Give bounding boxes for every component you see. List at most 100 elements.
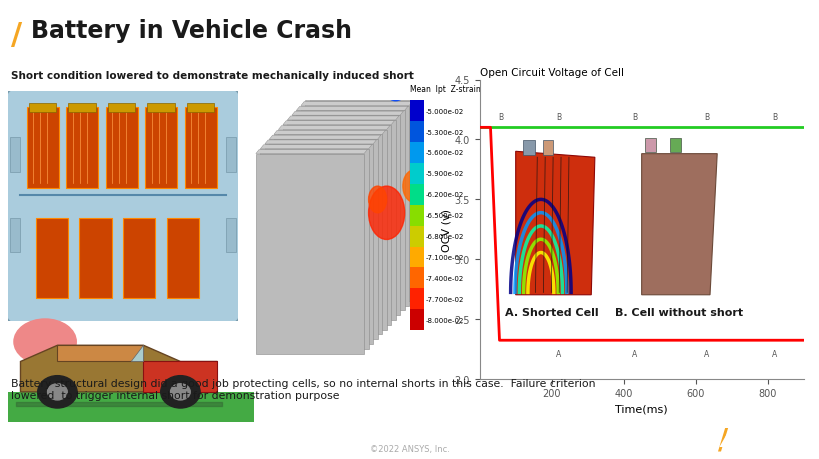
Text: Mean  Ipt  Z-strain: Mean Ipt Z-strain xyxy=(410,85,480,94)
Polygon shape xyxy=(323,78,434,82)
Circle shape xyxy=(368,187,405,240)
Bar xyxy=(410,101,424,122)
Polygon shape xyxy=(256,150,367,154)
Text: B: B xyxy=(631,113,636,122)
Text: -5.300e-02: -5.300e-02 xyxy=(426,129,464,135)
Polygon shape xyxy=(333,69,443,73)
Polygon shape xyxy=(314,92,423,291)
Bar xyxy=(410,185,424,205)
Polygon shape xyxy=(20,346,217,392)
Text: ©2022 ANSYS, Inc.: ©2022 ANSYS, Inc. xyxy=(369,444,450,453)
Text: A: A xyxy=(631,349,636,358)
Bar xyxy=(410,205,424,226)
Circle shape xyxy=(48,384,67,400)
Polygon shape xyxy=(260,150,368,349)
Text: B: B xyxy=(771,113,776,122)
Text: -6.500e-02: -6.500e-02 xyxy=(426,213,464,219)
Polygon shape xyxy=(328,78,436,277)
Bar xyxy=(26,108,59,188)
Text: -5.600e-02: -5.600e-02 xyxy=(426,150,464,156)
Polygon shape xyxy=(278,126,389,130)
Polygon shape xyxy=(260,146,371,150)
X-axis label: Time(ms): Time(ms) xyxy=(614,404,667,414)
Polygon shape xyxy=(8,392,254,422)
Text: A: A xyxy=(703,349,708,358)
Circle shape xyxy=(14,319,76,364)
Polygon shape xyxy=(269,140,377,340)
Polygon shape xyxy=(274,135,382,335)
Polygon shape xyxy=(292,112,403,116)
Bar xyxy=(79,218,111,298)
Polygon shape xyxy=(143,362,217,392)
Polygon shape xyxy=(296,111,405,311)
Text: B: B xyxy=(555,113,561,122)
Bar xyxy=(410,310,424,330)
Circle shape xyxy=(381,59,410,101)
Circle shape xyxy=(161,376,200,408)
Bar xyxy=(410,143,424,163)
Bar xyxy=(410,122,424,143)
Bar xyxy=(11,138,20,172)
Bar xyxy=(542,141,553,156)
Polygon shape xyxy=(287,117,398,121)
Text: Ansys: Ansys xyxy=(720,427,803,452)
Polygon shape xyxy=(342,63,450,263)
Polygon shape xyxy=(265,140,376,145)
Polygon shape xyxy=(278,130,387,330)
Text: /: / xyxy=(11,21,23,50)
Polygon shape xyxy=(351,50,461,54)
Polygon shape xyxy=(314,88,425,92)
Bar xyxy=(410,163,424,185)
Bar xyxy=(147,103,174,112)
Bar xyxy=(184,108,216,188)
Bar xyxy=(11,218,20,252)
Bar xyxy=(145,108,177,188)
Circle shape xyxy=(369,187,387,213)
Y-axis label: OCV (v): OCV (v) xyxy=(441,208,451,251)
Text: -6.800e-02: -6.800e-02 xyxy=(426,234,464,240)
Text: A: A xyxy=(771,349,776,358)
Polygon shape xyxy=(337,64,448,68)
Text: -8.000e-02: -8.000e-02 xyxy=(426,317,464,323)
Text: B. Cell without short: B. Cell without short xyxy=(614,308,743,318)
Text: -6.200e-02: -6.200e-02 xyxy=(426,192,464,198)
Bar xyxy=(66,108,98,188)
Bar xyxy=(410,247,424,268)
Bar xyxy=(410,289,424,310)
Text: Open Circuit Voltage of Cell: Open Circuit Voltage of Cell xyxy=(479,68,623,78)
Bar xyxy=(670,139,680,153)
Polygon shape xyxy=(265,145,373,344)
Bar xyxy=(410,268,424,289)
Polygon shape xyxy=(319,87,427,287)
Text: B: B xyxy=(703,113,708,122)
FancyBboxPatch shape xyxy=(6,90,240,324)
Text: -7.700e-02: -7.700e-02 xyxy=(426,296,464,302)
Text: -5.900e-02: -5.900e-02 xyxy=(426,171,464,177)
Text: /: / xyxy=(717,425,727,453)
Bar xyxy=(226,218,235,252)
Polygon shape xyxy=(515,152,594,295)
Bar xyxy=(645,139,655,153)
Polygon shape xyxy=(301,106,409,306)
Bar xyxy=(106,108,138,188)
Polygon shape xyxy=(342,59,452,63)
Bar xyxy=(123,218,155,298)
Bar xyxy=(187,103,214,112)
Polygon shape xyxy=(351,54,459,253)
Circle shape xyxy=(170,384,190,400)
Polygon shape xyxy=(346,54,457,58)
Text: Short condition lowered to demonstrate mechanically induced short: Short condition lowered to demonstrate m… xyxy=(11,71,414,81)
Polygon shape xyxy=(319,83,430,87)
Polygon shape xyxy=(283,125,391,325)
Polygon shape xyxy=(256,154,364,354)
Bar xyxy=(410,226,424,247)
Bar xyxy=(68,103,96,112)
Polygon shape xyxy=(323,82,431,282)
Polygon shape xyxy=(337,68,445,268)
Bar xyxy=(108,103,135,112)
Text: Battery in Vehicle Crash: Battery in Vehicle Crash xyxy=(31,19,351,43)
Text: A. Shorted Cell: A. Shorted Cell xyxy=(505,308,598,318)
Text: Battery structural design did a good job protecting cells, so no internal shorts: Battery structural design did a good job… xyxy=(11,379,595,400)
Polygon shape xyxy=(640,154,717,295)
Polygon shape xyxy=(305,97,416,101)
